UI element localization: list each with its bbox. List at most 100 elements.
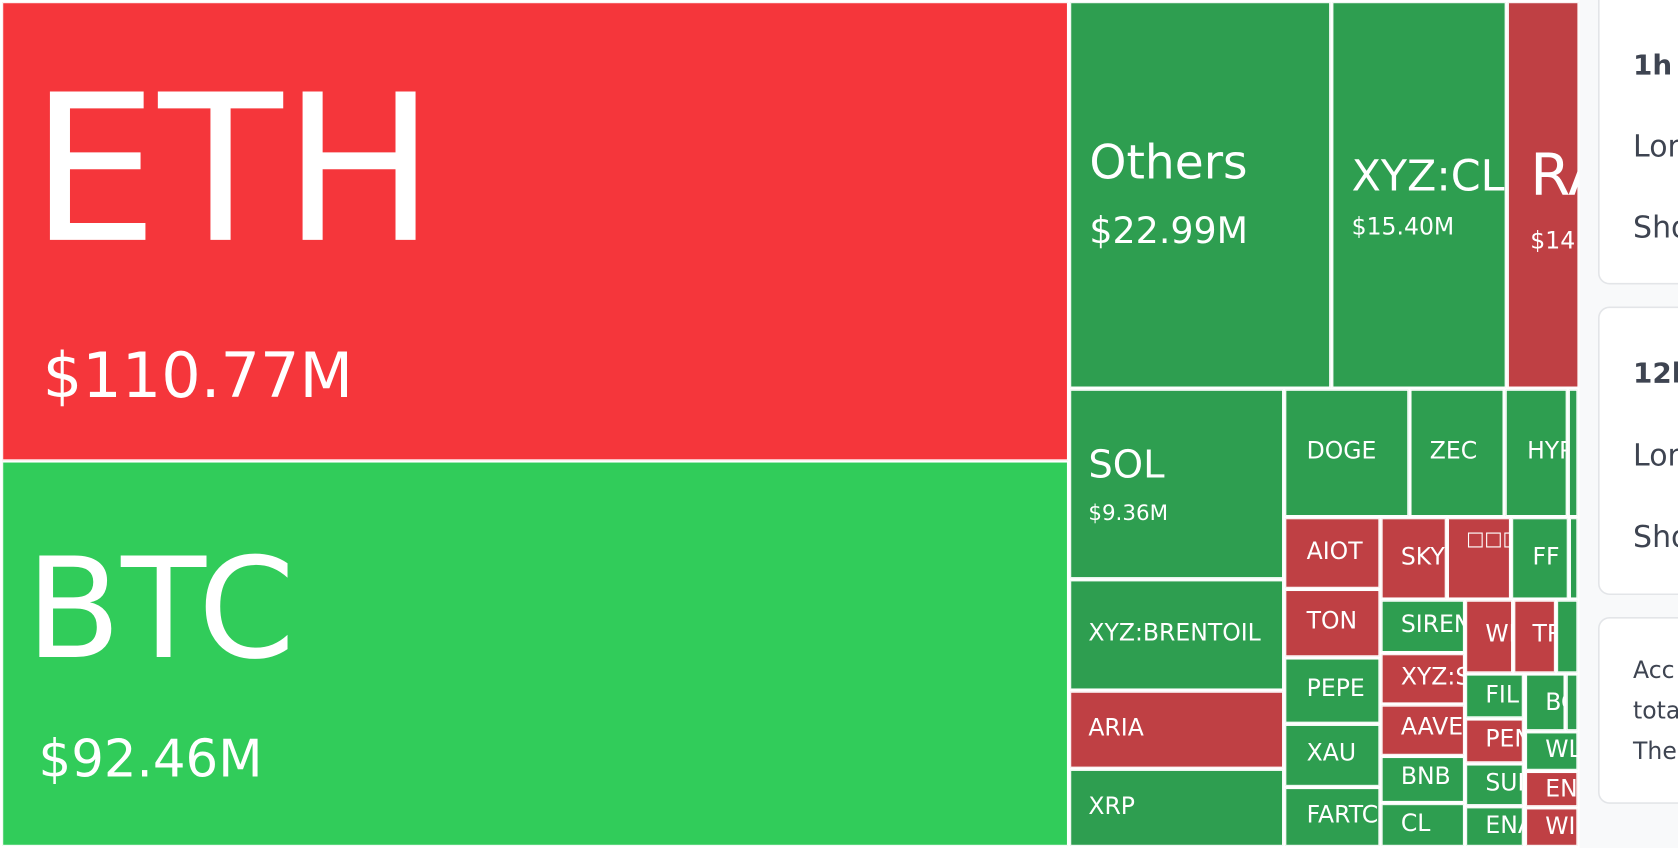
tile[interactable]: XAU bbox=[1285, 724, 1380, 786]
tile-label: HYP bbox=[1527, 436, 1573, 464]
side-panel: 1h Lon Sho 12h Lon Sho Acc tota The bbox=[1598, 0, 1678, 804]
card-text: Lon bbox=[1633, 129, 1678, 164]
tile-box bbox=[1569, 518, 1578, 599]
tile[interactable]: WIF bbox=[1526, 808, 1589, 846]
tile-label: PEN bbox=[1485, 724, 1532, 752]
tile-box bbox=[1070, 769, 1284, 846]
tile-label: XYZ:CL bbox=[1352, 151, 1505, 201]
tile-value: $110.77M bbox=[43, 339, 353, 412]
tile[interactable]: XRP bbox=[1070, 769, 1284, 846]
tile[interactable]: TON bbox=[1285, 589, 1380, 657]
tile-box bbox=[1285, 658, 1380, 723]
tile-label: WIF bbox=[1545, 812, 1589, 840]
tile[interactable]: CL bbox=[1381, 804, 1464, 846]
tile[interactable]: □□□□ bbox=[1447, 518, 1539, 599]
card-text: Sho bbox=[1633, 211, 1678, 246]
tile-box bbox=[1526, 732, 1578, 770]
card bbox=[1598, 0, 1678, 285]
tile-box bbox=[1568, 389, 1578, 517]
tile[interactable]: ENA bbox=[1526, 771, 1594, 807]
tile[interactable]: FIL bbox=[1466, 674, 1523, 718]
tile-value: $15.40M bbox=[1352, 213, 1455, 241]
treemap: ETH $110.77M BTC $92.46M Others $22.99M XYZ:CL… bbox=[2, 2, 1608, 846]
tile[interactable]: RA $14.8 bbox=[1507, 2, 1608, 388]
tile-box bbox=[1566, 674, 1578, 731]
tile-box bbox=[1526, 674, 1565, 731]
tile-box bbox=[1070, 691, 1284, 768]
tile[interactable]: FARTCOIN bbox=[1285, 788, 1421, 846]
tile-label: XYZ:BRENTOIL bbox=[1088, 618, 1260, 646]
tile[interactable]: ETH $110.77M bbox=[2, 2, 1069, 461]
tile-box bbox=[2, 461, 1069, 846]
tile[interactable] bbox=[1566, 674, 1578, 731]
tile-label: XRP bbox=[1088, 792, 1135, 820]
tile-value: $14.8 bbox=[1530, 226, 1597, 254]
tile-label: ARIA bbox=[1088, 714, 1143, 742]
tile[interactable]: ARIA bbox=[1070, 691, 1284, 768]
tile-box bbox=[1285, 389, 1409, 517]
tile[interactable]: HYP bbox=[1505, 389, 1574, 517]
tile-box bbox=[1285, 724, 1380, 786]
tile[interactable] bbox=[1569, 518, 1578, 599]
tile-label: DOGE bbox=[1307, 436, 1377, 464]
tile[interactable]: XYZ:S bbox=[1381, 654, 1471, 704]
tile[interactable]: PEPE bbox=[1285, 658, 1380, 723]
tile-label: TR bbox=[1531, 619, 1563, 647]
card bbox=[1598, 306, 1678, 596]
tile-box bbox=[1381, 756, 1464, 802]
tile[interactable]: BNB bbox=[1381, 756, 1464, 802]
tile[interactable] bbox=[1557, 600, 1578, 673]
tile-box bbox=[1507, 2, 1579, 388]
tile-box bbox=[1410, 389, 1504, 517]
card bbox=[1598, 616, 1678, 804]
tile-box bbox=[1466, 674, 1523, 718]
tile-label: BTC bbox=[26, 528, 295, 690]
tile[interactable]: PEN bbox=[1466, 719, 1532, 763]
card-title: 12h bbox=[1633, 357, 1678, 390]
tile[interactable]: WL bbox=[1466, 600, 1522, 673]
tile[interactable]: BO bbox=[1526, 674, 1580, 731]
tile[interactable]: XYZ:BRENTOIL bbox=[1070, 580, 1284, 690]
tile-box bbox=[1466, 600, 1513, 673]
tile-box bbox=[1381, 518, 1446, 599]
tile[interactable]: AAVE bbox=[1381, 705, 1464, 755]
tile[interactable]: SIREN bbox=[1381, 600, 1472, 653]
tile-label: CL bbox=[1401, 809, 1431, 837]
tile-box bbox=[1381, 600, 1464, 653]
tile[interactable]: XYZ:CL $15.40M bbox=[1332, 2, 1506, 388]
tile-label: XYZ:S bbox=[1401, 662, 1470, 690]
tile[interactable] bbox=[1568, 389, 1578, 517]
tile-box bbox=[2, 2, 1069, 461]
tile[interactable]: ZEC bbox=[1410, 389, 1504, 517]
card-text: tota bbox=[1633, 697, 1678, 725]
tile-box bbox=[1285, 788, 1380, 846]
tile-label: □□□□ bbox=[1466, 527, 1539, 550]
tile[interactable]: SOL $9.36M bbox=[1070, 389, 1284, 579]
tile-box bbox=[1466, 807, 1523, 846]
tile[interactable]: WL bbox=[1526, 732, 1582, 770]
tile[interactable]: TR bbox=[1514, 600, 1563, 673]
tile[interactable]: ENA bbox=[1466, 807, 1534, 846]
tile-box bbox=[1526, 771, 1578, 807]
tile[interactable]: Others $22.99M bbox=[1070, 2, 1331, 388]
tile-label: BNB bbox=[1401, 762, 1451, 790]
tile[interactable]: SUI bbox=[1466, 764, 1524, 806]
tile[interactable]: AIOT bbox=[1285, 518, 1380, 588]
tile[interactable]: DOGE bbox=[1285, 389, 1409, 517]
tile-box bbox=[1466, 719, 1523, 763]
tile-label: Others bbox=[1089, 135, 1247, 190]
tile-box bbox=[1381, 654, 1464, 704]
tile-box bbox=[1070, 2, 1331, 388]
tile-label: PEPE bbox=[1307, 674, 1365, 702]
tile-label: TON bbox=[1306, 607, 1357, 635]
tile-value: $9.36M bbox=[1088, 501, 1168, 526]
tile[interactable]: BTC $92.46M bbox=[2, 461, 1069, 846]
tile[interactable]: SKY bbox=[1381, 518, 1446, 599]
tile-label: FARTCOIN bbox=[1307, 800, 1422, 828]
tile-box bbox=[1505, 389, 1567, 517]
tile-label: WL bbox=[1485, 619, 1521, 647]
tile-value: $22.99M bbox=[1089, 209, 1248, 252]
tile-box bbox=[1381, 804, 1464, 846]
tile[interactable]: FF bbox=[1512, 518, 1568, 599]
